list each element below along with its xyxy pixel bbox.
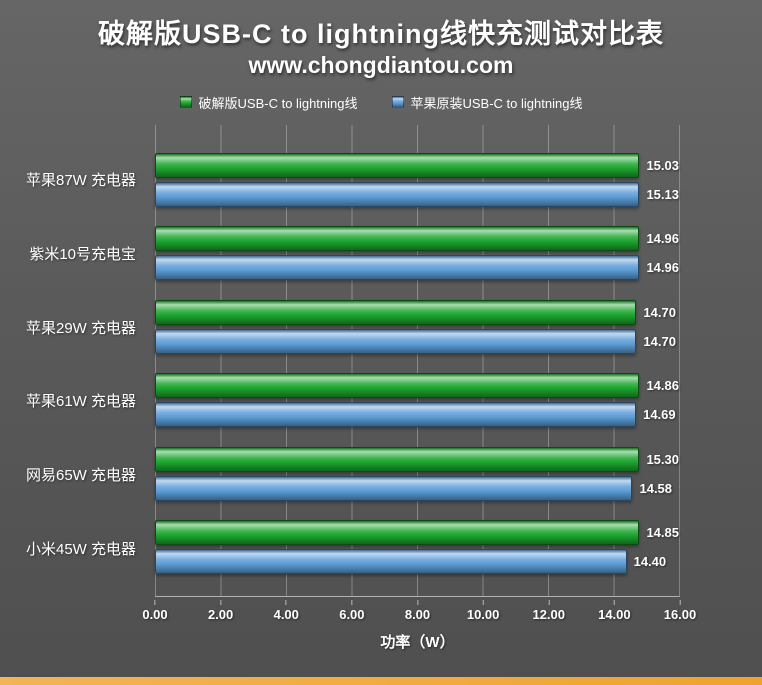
legend-label-original-cable: 苹果原装USB-C to lightning线 (410, 95, 583, 111)
x-tick-label: 16.00 (664, 600, 696, 622)
bar-line: 15.30 (155, 446, 679, 472)
x-tick-label: 12.00 (532, 600, 565, 622)
category-label: 网易65W 充电器 (25, 467, 136, 485)
bar-line: 15.13 (155, 181, 679, 207)
x-tick-label: 14.00 (598, 600, 631, 622)
bar-cracked-cable (155, 446, 640, 472)
category-label: 紫米10号充电宝 (29, 246, 136, 263)
bar-group: 14.86 14.69 (155, 364, 679, 438)
bar-value-label: 14.58 (639, 480, 673, 496)
category-axis: 苹果87W 充电器 紫米10号充电宝 苹果29W 充电器 苹果61W 充电器 网易65W… (0, 143, 148, 585)
bar-original-cable (155, 328, 637, 354)
bar-value-label: 14.70 (643, 304, 676, 320)
bar-value-label: 15.30 (646, 451, 679, 467)
x-axis-title: 功率（W） (380, 634, 455, 651)
bar-value-label: 14.69 (643, 407, 676, 423)
chart-subtitle: www.chongdiantou.com (248, 52, 514, 78)
category-label: 小米45W 充电器 (25, 540, 136, 558)
bar-rows: 15.03 15.13 14.96 14.96 14.70 14.70 14.86 14.69… (155, 143, 679, 584)
bar-group: 15.03 15.13 (155, 143, 679, 217)
bar-line: 14.70 (155, 299, 679, 325)
bar-value-label: 14.40 (633, 554, 667, 570)
chart-title: 破解版USB-C to lightning线快充测试对比表 (98, 19, 664, 49)
legend-swatch-green-icon (179, 96, 192, 108)
legend-item-cracked-cable: 破解版USB-C to lightning线 (179, 93, 358, 112)
bar-cracked-cable (155, 226, 640, 252)
plot-area: 15.03 15.13 14.96 14.96 14.70 14.70 14.86 14.69… (155, 125, 680, 597)
bar-line: 14.70 (155, 328, 679, 354)
tick-mark (548, 600, 550, 605)
tick-mark (482, 600, 484, 605)
bar-line: 14.96 (155, 226, 679, 252)
bar-line: 14.69 (155, 402, 679, 428)
x-tick-label: 4.00 (274, 600, 299, 622)
x-tick-label: 10.00 (467, 600, 499, 622)
tick-mark (285, 600, 287, 605)
bar-line: 14.85 (155, 520, 679, 546)
bar-group: 14.85 14.40 (155, 511, 679, 585)
bar-original-cable (155, 255, 640, 281)
tick-mark (351, 600, 353, 605)
bar-group: 15.30 14.58 (155, 437, 679, 511)
bar-value-label: 14.86 (646, 378, 679, 394)
bar-value-label: 14.96 (646, 260, 679, 276)
legend-item-original-cable: 苹果原装USB-C to lightning线 (391, 93, 583, 112)
category-label: 苹果29W 充电器 (25, 319, 136, 337)
bar-value-label: 15.03 (646, 157, 679, 173)
legend-label-cracked-cable: 破解版USB-C to lightning线 (198, 95, 358, 111)
bar-cracked-cable (155, 520, 640, 546)
tick-mark (613, 600, 615, 605)
x-tick-label: 6.00 (339, 600, 365, 622)
bar-original-cable (155, 549, 627, 575)
bar-cracked-cable (155, 299, 637, 325)
tick-mark (679, 600, 681, 605)
bar-group: 14.70 14.70 (155, 290, 679, 364)
bar-line: 14.86 (155, 373, 679, 399)
legend: 破解版USB-C to lightning线 苹果原装USB-C to ligh… (0, 92, 762, 112)
bar-line: 14.58 (155, 475, 679, 501)
tick-mark (220, 600, 222, 605)
bar-original-cable (155, 181, 640, 207)
bar-line: 14.96 (155, 255, 679, 281)
bar-line: 14.40 (155, 549, 679, 575)
bar-group: 14.96 14.96 (155, 217, 679, 291)
bar-cracked-cable (155, 152, 640, 178)
x-tick-label: 0.00 (142, 600, 168, 622)
bar-value-label: 14.85 (646, 525, 679, 541)
bar-value-label: 15.13 (646, 186, 679, 202)
bar-line: 15.03 (155, 152, 679, 178)
tick-mark (154, 600, 156, 605)
bar-original-cable (155, 402, 637, 428)
bar-value-label: 14.70 (643, 333, 676, 349)
legend-swatch-blue-icon (391, 96, 404, 108)
bar-value-label: 14.96 (646, 231, 679, 247)
tick-mark (417, 600, 418, 605)
category-label: 苹果87W 充电器 (25, 172, 136, 190)
bar-original-cable (155, 475, 633, 501)
category-label: 苹果61W 充电器 (25, 393, 136, 411)
x-axis: 0.00 2.00 4.00 6.00 8.00 10.00 12.00 14.00 16.00 (142, 600, 696, 626)
x-tick-label: 2.00 (208, 600, 233, 622)
x-tick-label: 8.00 (405, 600, 430, 622)
bar-cracked-cable (155, 373, 640, 399)
bottom-accent-strip (0, 677, 762, 685)
